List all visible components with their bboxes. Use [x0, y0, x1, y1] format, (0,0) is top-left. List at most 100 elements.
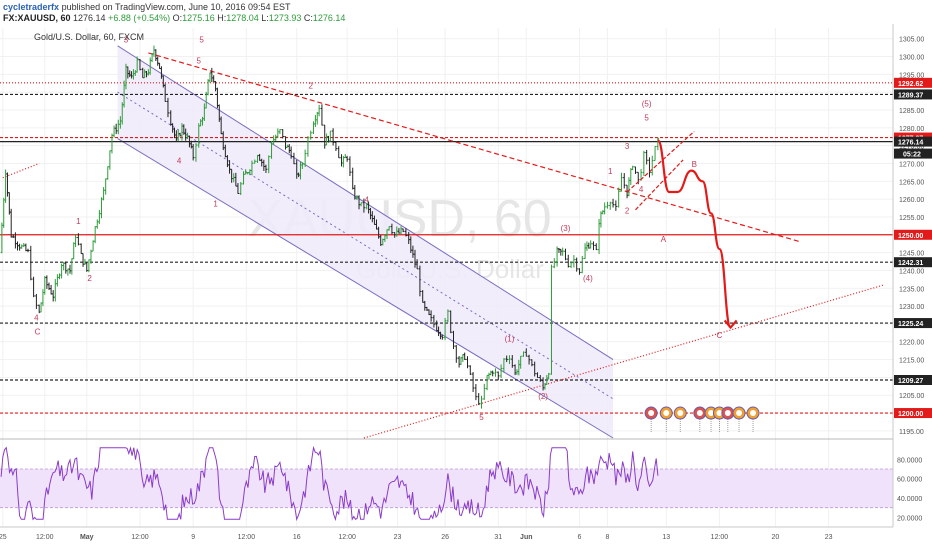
horizontal-levels[interactable] — [0, 82, 893, 414]
ohlc-line: FX:XAUUSD, 60 1276.14 +6.88 (+0.54%) O:1… — [3, 13, 345, 23]
wave-label: (1) — [505, 335, 515, 344]
event-flag-core — [708, 410, 715, 417]
rsi-line — [0, 445, 659, 522]
channel-fill — [117, 45, 614, 439]
level-price-tag-label: 1225.24 — [898, 321, 923, 328]
publish-info: published on TradingView.com, June 10, 2… — [61, 2, 291, 12]
price-series — [0, 45, 660, 409]
price-tick-label: 1255.00 — [899, 215, 924, 222]
level-price-tag-label: 1209.27 — [898, 378, 923, 385]
rsi-tick-label: 80.0000 — [897, 457, 922, 464]
level-price-tag[interactable] — [894, 89, 932, 100]
price-tick-label: 1205.00 — [899, 393, 924, 400]
time-tick-label: 16 — [293, 534, 301, 541]
projection-curve[interactable] — [656, 139, 732, 329]
ending-wedge[interactable] — [626, 130, 695, 211]
wave-label: 4 — [34, 313, 39, 322]
wedge-lower-line[interactable] — [635, 159, 684, 211]
time-tick-label: 12:00 — [36, 534, 54, 541]
wave-label: C — [35, 328, 41, 337]
wave-label: 2 — [625, 206, 630, 215]
open-label: O: — [172, 13, 183, 23]
trend-lines[interactable] — [2, 52, 885, 439]
event-flag-core — [677, 410, 684, 417]
wave-labels: 3 5 5 4 1 2 4 1 2 4 C (1) (2) 5 (3) (4) (5) 5 3 1 4 2 B A C — [34, 35, 722, 422]
wave-label: 4 — [639, 185, 644, 194]
price-tick-label: 1275.00 — [899, 144, 924, 151]
price-tick-label: 1220.00 — [899, 340, 924, 347]
price-chart[interactable]: XAUUSD, 60 Gold/U.S. Dollar 3554124124C(… — [0, 24, 932, 550]
time-tick-label: May — [80, 534, 94, 541]
close-label: C: — [303, 13, 313, 23]
price-tick-label: 1265.00 — [899, 179, 924, 186]
price-tick-label: 1285.00 — [899, 108, 924, 115]
time-tick-label: 31 — [494, 534, 502, 541]
price-tick-label: 1300.00 — [899, 55, 924, 62]
wedge-upper-line[interactable] — [626, 130, 695, 193]
price-tick-label: 1240.00 — [899, 268, 924, 275]
level-price-tag[interactable] — [894, 229, 932, 240]
descending-channel[interactable] — [117, 45, 614, 439]
wave-label: 1 — [76, 217, 81, 226]
time-tick-label: 6 — [578, 534, 582, 541]
wave-label: (2) — [538, 392, 548, 401]
level-price-tag[interactable] — [894, 136, 932, 147]
projection-path[interactable] — [656, 139, 738, 330]
economic-events[interactable] — [644, 406, 760, 434]
wave-label: (4) — [583, 274, 593, 283]
level-price-tag[interactable] — [894, 257, 932, 268]
level-price-tag[interactable] — [894, 77, 932, 88]
price-tick-label: 1195.00 — [899, 429, 924, 436]
wave-label: 3 — [625, 142, 630, 151]
channel-lower-line[interactable] — [117, 138, 614, 439]
rsi-tick-label: 40.0000 — [897, 496, 922, 503]
countdown-label: 05:22 — [903, 152, 921, 159]
time-tick-label: 12:00 — [131, 534, 149, 541]
level-price-tag[interactable] — [894, 408, 932, 419]
level-price-tag[interactable] — [894, 374, 932, 385]
price-tick-label: 1305.00 — [899, 37, 924, 44]
wave-label: 4 — [177, 156, 182, 165]
wave-label: C — [717, 331, 723, 340]
price-change: +6.88 (+0.54%) — [108, 13, 171, 23]
open-value: 1275.16 — [182, 13, 215, 23]
close-value: 1276.14 — [312, 13, 346, 23]
price-tick-label: 1260.00 — [899, 197, 924, 204]
price-axis[interactable]: 1195.001200.001205.001210.001215.001220.… — [892, 24, 932, 550]
channel-mid-line[interactable] — [117, 91, 614, 400]
time-tick-label: 12:00 — [338, 534, 356, 541]
channel-upper-line[interactable] — [117, 45, 614, 360]
wave-label: 3 — [124, 35, 129, 44]
time-tick-label: 9 — [191, 534, 195, 541]
wave-label: 1 — [608, 167, 613, 176]
event-flag-core — [750, 410, 757, 417]
projection-arrowhead — [723, 319, 738, 330]
low-value: 1273.93 — [268, 13, 302, 23]
rsi-tick-label: 20.0000 — [897, 515, 922, 522]
time-tick-label: Jun — [520, 534, 532, 541]
trend-line[interactable] — [2, 162, 40, 179]
level-price-tag[interactable] — [894, 318, 932, 329]
level-price-tag-label: 1250.00 — [898, 233, 923, 240]
author-name[interactable]: cycletraderfx — [3, 2, 60, 12]
time-tick-label: 13 — [662, 534, 670, 541]
price-axis-bg — [893, 24, 932, 550]
level-price-tag-label: 1289.37 — [898, 92, 923, 99]
rsi-tick-label: 60.0000 — [897, 477, 922, 484]
trend-line[interactable] — [363, 284, 885, 439]
low-label: L: — [261, 13, 269, 23]
event-flag-core — [663, 410, 670, 417]
wave-label: 5 — [199, 35, 204, 44]
time-axis-bg — [0, 527, 932, 550]
price-tick-label: 1280.00 — [899, 126, 924, 133]
wave-label: 2 — [87, 274, 92, 283]
time-tick-label: 23 — [394, 534, 402, 541]
time-tick-label: 12:00 — [711, 534, 729, 541]
price-tick-label: 1230.00 — [899, 304, 924, 311]
wave-label: 1 — [213, 199, 218, 208]
trend-line[interactable] — [148, 52, 801, 243]
time-axis[interactable]: 25 12:00 May 12:00 9 12:00 16 12:00 23 26 31 Jun 6 8 1… — [0, 526, 932, 550]
level-price-tag-label: 1276.14 — [898, 140, 923, 147]
high-label: H: — [217, 13, 227, 23]
event-flag-core — [648, 410, 655, 417]
